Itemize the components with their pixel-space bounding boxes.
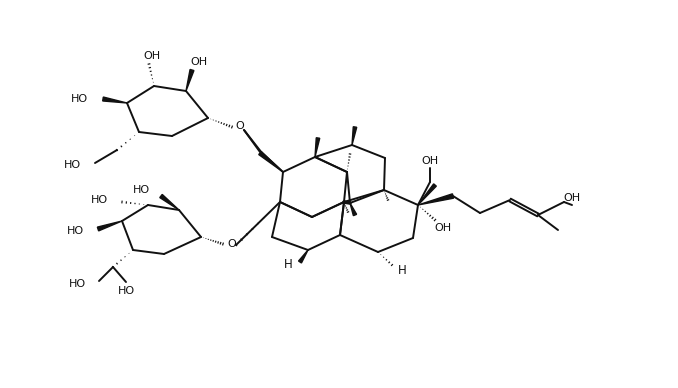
- Polygon shape: [350, 203, 357, 216]
- Text: H: H: [283, 258, 292, 270]
- Polygon shape: [298, 250, 308, 263]
- Text: O: O: [228, 239, 237, 249]
- Text: HO: HO: [133, 185, 150, 195]
- Polygon shape: [315, 138, 320, 157]
- Polygon shape: [259, 151, 283, 172]
- Text: HO: HO: [117, 286, 134, 296]
- Text: OH: OH: [144, 51, 161, 61]
- Text: HO: HO: [69, 279, 86, 289]
- Text: OH: OH: [563, 193, 580, 203]
- Text: OH: OH: [435, 223, 452, 233]
- Text: O: O: [236, 121, 244, 131]
- Polygon shape: [418, 194, 454, 205]
- Text: H: H: [397, 263, 406, 277]
- Polygon shape: [160, 194, 179, 210]
- Polygon shape: [186, 69, 194, 91]
- Text: HO: HO: [67, 226, 84, 236]
- Polygon shape: [98, 221, 122, 231]
- Polygon shape: [418, 184, 437, 205]
- Text: HO: HO: [64, 160, 81, 170]
- Text: OH: OH: [422, 156, 439, 166]
- Polygon shape: [102, 97, 127, 103]
- Text: OH: OH: [191, 57, 207, 67]
- Text: HO: HO: [91, 195, 108, 205]
- Text: HO: HO: [71, 94, 88, 104]
- Polygon shape: [352, 127, 357, 145]
